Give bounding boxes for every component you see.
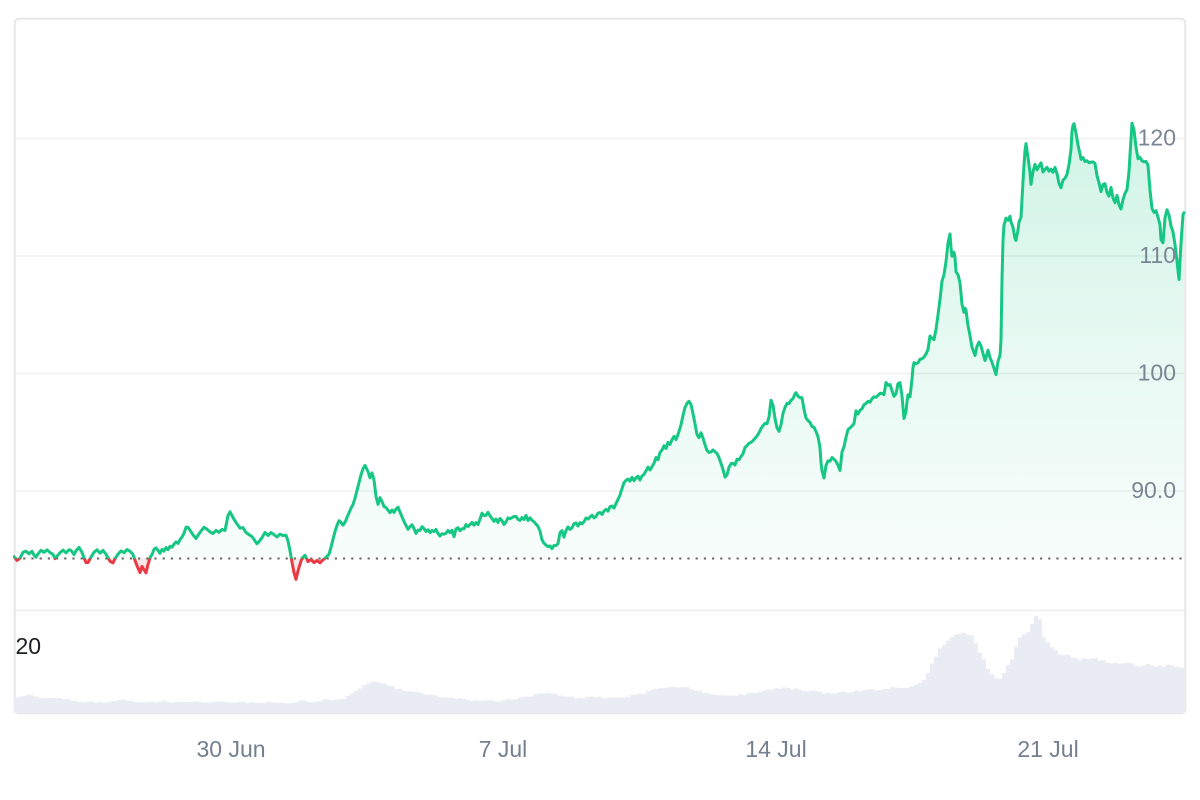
svg-text:14 Jul: 14 Jul bbox=[745, 736, 806, 762]
svg-text:7 Jul: 7 Jul bbox=[479, 736, 528, 762]
svg-text:20: 20 bbox=[16, 633, 42, 659]
svg-text:30 Jun: 30 Jun bbox=[196, 736, 265, 762]
svg-text:100: 100 bbox=[1138, 360, 1176, 386]
svg-text:110: 110 bbox=[1139, 242, 1176, 268]
svg-text:21 Jul: 21 Jul bbox=[1017, 736, 1078, 762]
svg-text:90.0: 90.0 bbox=[1131, 477, 1176, 503]
svg-text:120: 120 bbox=[1138, 125, 1176, 151]
